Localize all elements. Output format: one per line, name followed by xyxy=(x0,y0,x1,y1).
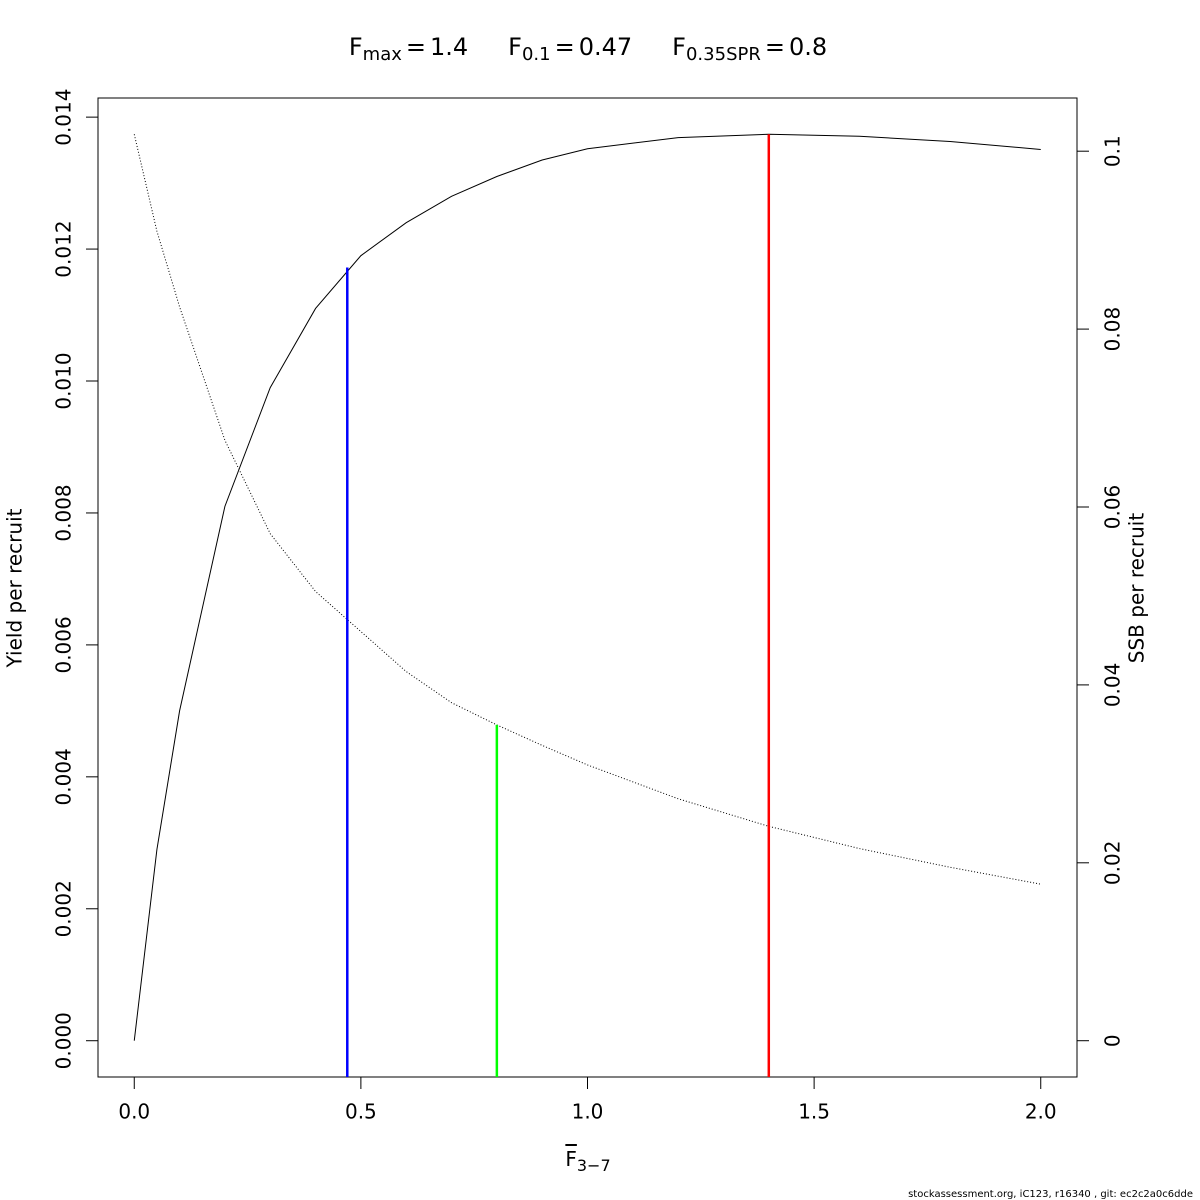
x-tick-label: 0.5 xyxy=(345,1100,377,1124)
x-label-subscript: 3−7 xyxy=(577,1156,611,1175)
y-tick-label: 0.010 xyxy=(52,352,76,409)
y2-tick-label: 0.04 xyxy=(1101,663,1125,708)
y-tick-label: 0.014 xyxy=(52,88,76,145)
y2-tick-label: 0.08 xyxy=(1101,307,1125,352)
x-label-symbol: F xyxy=(565,1147,577,1171)
y-tick-label: 0.002 xyxy=(52,880,76,937)
title-subscript: max xyxy=(363,44,403,65)
title-symbol: F xyxy=(349,33,363,61)
y-tick-label: 0.004 xyxy=(52,748,76,805)
y2-tick-label: 0.06 xyxy=(1101,485,1125,530)
title-symbol: F xyxy=(508,33,522,61)
x-tick-label: 2.0 xyxy=(1025,1100,1057,1124)
title-relation: = xyxy=(406,33,426,61)
x-tick-label: 1.0 xyxy=(572,1100,604,1124)
y2-tick-label: 0.02 xyxy=(1101,841,1125,886)
x-axis-label: F3−7 xyxy=(565,1147,610,1175)
y2-tick-label: 0.1 xyxy=(1101,135,1125,167)
y-tick-label: 0.012 xyxy=(52,220,76,277)
title-relation: = xyxy=(555,33,575,61)
title-symbol: F xyxy=(672,33,686,61)
series-line xyxy=(133,134,1041,885)
y-tick-label: 0.000 xyxy=(52,1012,76,1069)
title-relation: = xyxy=(765,33,785,61)
plot-frame xyxy=(97,97,1078,1078)
series-line xyxy=(133,133,1041,1041)
x-tick-label: 1.5 xyxy=(798,1100,830,1124)
chart-title: Fmax = 1.4 F0.1 = 0.47 F0.35SPR = 0.8 xyxy=(349,33,827,65)
y2-tick-label: 0 xyxy=(1101,1034,1125,1047)
y-axis-label: Yield per recruit xyxy=(3,508,27,668)
y2-axis-label: SSB per recruit xyxy=(1125,513,1149,664)
title-value: 0.8 xyxy=(789,33,827,61)
footer: stockassessment.org, iC123, r16340 , git… xyxy=(908,1189,1193,1200)
title-subscript: 0.35SPR xyxy=(686,44,761,65)
title-value: 0.47 xyxy=(579,33,632,61)
title-subscript: 0.1 xyxy=(522,44,551,65)
y-tick-label: 0.006 xyxy=(52,616,76,673)
title-value: 1.4 xyxy=(430,33,468,61)
x-tick-label: 0.0 xyxy=(118,1100,150,1124)
y-tick-label: 0.008 xyxy=(52,484,76,541)
